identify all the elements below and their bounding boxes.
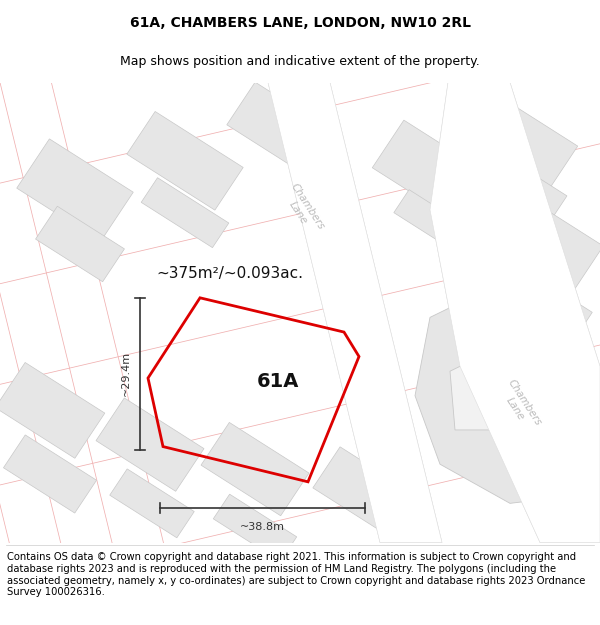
Text: 61A, CHAMBERS LANE, LONDON, NW10 2RL: 61A, CHAMBERS LANE, LONDON, NW10 2RL — [130, 16, 470, 30]
Polygon shape — [110, 469, 194, 538]
Polygon shape — [430, 82, 600, 542]
Polygon shape — [268, 82, 442, 542]
Polygon shape — [487, 192, 600, 295]
Polygon shape — [503, 164, 567, 216]
Text: ~38.8m: ~38.8m — [240, 522, 285, 532]
Polygon shape — [4, 435, 97, 513]
Text: Chambers
Lane: Chambers Lane — [280, 182, 326, 238]
Polygon shape — [227, 82, 343, 181]
Polygon shape — [313, 447, 407, 531]
Text: ~29.4m: ~29.4m — [121, 351, 131, 396]
Polygon shape — [268, 82, 442, 542]
Polygon shape — [141, 177, 229, 248]
Polygon shape — [96, 398, 204, 491]
Polygon shape — [482, 104, 578, 189]
Polygon shape — [498, 264, 592, 341]
Text: Chambers
Lane: Chambers Lane — [497, 378, 544, 434]
Polygon shape — [430, 82, 600, 542]
Polygon shape — [0, 362, 105, 458]
Text: 61A: 61A — [257, 371, 299, 391]
Polygon shape — [415, 273, 600, 503]
Polygon shape — [35, 206, 124, 282]
Polygon shape — [213, 494, 297, 561]
Polygon shape — [17, 139, 133, 241]
Polygon shape — [450, 347, 530, 430]
Text: ~375m²/~0.093ac.: ~375m²/~0.093ac. — [157, 266, 304, 281]
Polygon shape — [201, 422, 309, 516]
Text: Contains OS data © Crown copyright and database right 2021. This information is : Contains OS data © Crown copyright and d… — [7, 552, 586, 598]
Polygon shape — [127, 111, 243, 210]
Polygon shape — [394, 189, 476, 255]
Polygon shape — [372, 120, 488, 221]
Text: Map shows position and indicative extent of the property.: Map shows position and indicative extent… — [120, 54, 480, 68]
